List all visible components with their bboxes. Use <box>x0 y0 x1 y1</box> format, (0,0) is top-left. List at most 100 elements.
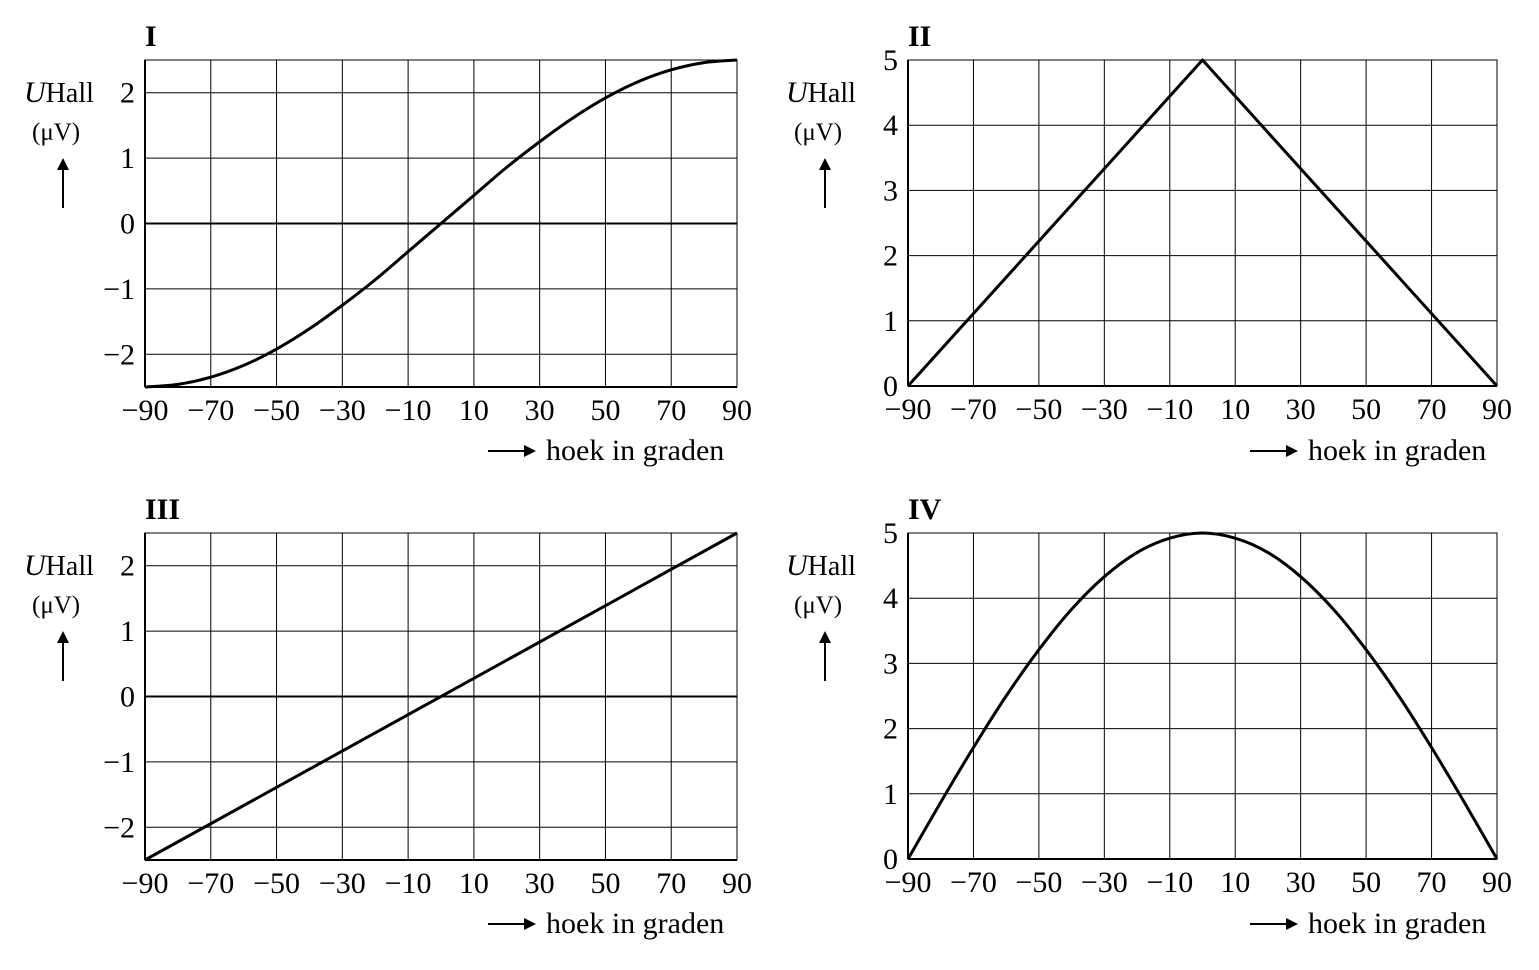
x-tick-label: −10 <box>1146 866 1193 899</box>
series-line <box>906 58 1499 388</box>
x-tick-label: 90 <box>1482 393 1512 426</box>
y-axis-label: UHall <box>24 78 94 109</box>
y-tick-label: 2 <box>883 713 898 746</box>
y-axis-arrow-icon <box>57 631 69 681</box>
x-axis-label-text: hoek in graden <box>546 434 725 467</box>
x-tick-label: −70 <box>950 866 997 899</box>
x-tick-label: 50 <box>1351 866 1381 899</box>
x-tick-label: 50 <box>590 867 620 900</box>
x-tick-label: −90 <box>885 393 932 426</box>
x-tick-label: −50 <box>253 394 300 427</box>
x-axis-label: hoek in graden <box>488 436 724 466</box>
x-tick-label: 30 <box>525 394 555 427</box>
y-axis-subscript: Hall <box>807 551 856 582</box>
x-tick-label: 90 <box>1482 866 1512 899</box>
y-tick-label: 3 <box>883 174 898 207</box>
x-tick-label: 70 <box>1417 393 1447 426</box>
x-axis-arrow-icon <box>488 445 536 458</box>
series-line <box>144 58 738 389</box>
y-tick-label: 0 <box>120 208 135 241</box>
x-axis-arrow-icon <box>1250 918 1298 931</box>
x-tick-label: −90 <box>885 866 932 899</box>
x-axis-label: hoek in graden <box>1250 909 1486 939</box>
x-tick-label: −50 <box>1015 393 1062 426</box>
y-tick-label: −1 <box>103 273 135 306</box>
x-tick-label: 10 <box>1220 393 1250 426</box>
y-tick-label: 1 <box>883 778 898 811</box>
chart-svg: 210−1−2−90 −70 −50 −30 −10 10 30 50 70 90 <box>103 58 752 427</box>
x-tick-label: 10 <box>459 867 489 900</box>
y-tick-label: 2 <box>883 240 898 273</box>
x-axis-label: hoek in graden <box>488 909 724 939</box>
panel-title: III <box>145 493 181 526</box>
y-axis-label: UHall <box>786 551 856 582</box>
chart-panel-1: I UHall (μV) hoek in graden 2 1 0 −1 −2 −90 −7… <box>0 0 760 470</box>
x-tick-label: −70 <box>187 394 234 427</box>
x-tick-label: −90 <box>122 867 169 900</box>
x-tick-label: 90 <box>722 394 752 427</box>
panel-title: I <box>145 20 157 53</box>
plot-frame <box>907 532 1498 860</box>
y-axis-symbol: U <box>786 549 808 582</box>
plot-frame <box>907 59 1498 387</box>
x-axis-label: hoek in graden <box>1250 436 1486 466</box>
chart-panel-2: II UHall (μV) hoek in graden 5 4 3 2 1 0 −90 −7… <box>762 0 1522 470</box>
chart-panel-4: IV UHall (μV) hoek in graden 5 4 3 2 1 0 −90 −7… <box>762 473 1522 943</box>
y-tick-label: 3 <box>883 647 898 680</box>
x-tick-label: −10 <box>385 394 432 427</box>
y-axis-arrow-icon <box>819 631 831 681</box>
panel-title: II <box>908 20 932 53</box>
y-axis-unit: (μV) <box>32 119 81 146</box>
x-tick-label: −10 <box>1146 393 1193 426</box>
x-tick-label: −50 <box>253 867 300 900</box>
y-tick-label: 1 <box>120 615 135 648</box>
y-tick-label: 5 <box>883 44 898 77</box>
x-tick-label: −10 <box>385 867 432 900</box>
y-axis-subscript: Hall <box>45 78 94 109</box>
y-tick-label: 0 <box>883 843 898 876</box>
y-axis-unit: (μV) <box>794 592 843 619</box>
x-tick-label: 30 <box>525 867 555 900</box>
y-axis-symbol: U <box>24 549 46 582</box>
y-tick-label: 4 <box>883 109 898 142</box>
x-axis-label-text: hoek in graden <box>1308 907 1487 940</box>
y-tick-label: −2 <box>103 811 135 844</box>
y-tick-label: 4 <box>883 582 898 615</box>
x-tick-label: −30 <box>1081 393 1128 426</box>
x-tick-label: 70 <box>1417 866 1447 899</box>
y-tick-label: −2 <box>103 338 135 371</box>
y-tick-label: 2 <box>120 550 135 583</box>
y-tick-label: 0 <box>120 681 135 714</box>
y-axis-subscript: Hall <box>807 78 856 109</box>
x-tick-label: −70 <box>950 393 997 426</box>
series-line <box>144 531 738 862</box>
x-tick-label: −30 <box>319 394 366 427</box>
x-axis-label-text: hoek in graden <box>546 907 725 940</box>
x-tick-label: −90 <box>122 394 169 427</box>
x-axis-arrow-icon <box>1250 445 1298 458</box>
y-axis-symbol: U <box>786 76 808 109</box>
x-tick-label: −30 <box>319 867 366 900</box>
x-tick-label: 50 <box>590 394 620 427</box>
x-tick-label: 30 <box>1286 393 1316 426</box>
y-tick-label: 1 <box>883 305 898 338</box>
panel-title: IV <box>908 493 942 526</box>
x-axis-label-text: hoek in graden <box>1308 434 1487 467</box>
x-axis-arrow-icon <box>488 918 536 931</box>
y-axis-arrow-icon <box>57 158 69 208</box>
y-axis-unit: (μV) <box>794 119 843 146</box>
x-tick-label: −30 <box>1081 866 1128 899</box>
y-tick-label: 0 <box>883 370 898 403</box>
x-tick-label: 70 <box>656 394 686 427</box>
chart-svg: 210−1−2−90 −70 −50 −30 −10 10 30 50 70 90 <box>103 531 752 900</box>
x-tick-label: 10 <box>459 394 489 427</box>
series-line <box>906 531 1499 860</box>
y-axis-label: UHall <box>786 78 856 109</box>
y-tick-label: 1 <box>120 142 135 175</box>
y-tick-label: 5 <box>883 517 898 550</box>
y-axis-unit: (μV) <box>32 592 81 619</box>
y-tick-label: −1 <box>103 746 135 779</box>
y-axis-label: UHall <box>24 551 94 582</box>
